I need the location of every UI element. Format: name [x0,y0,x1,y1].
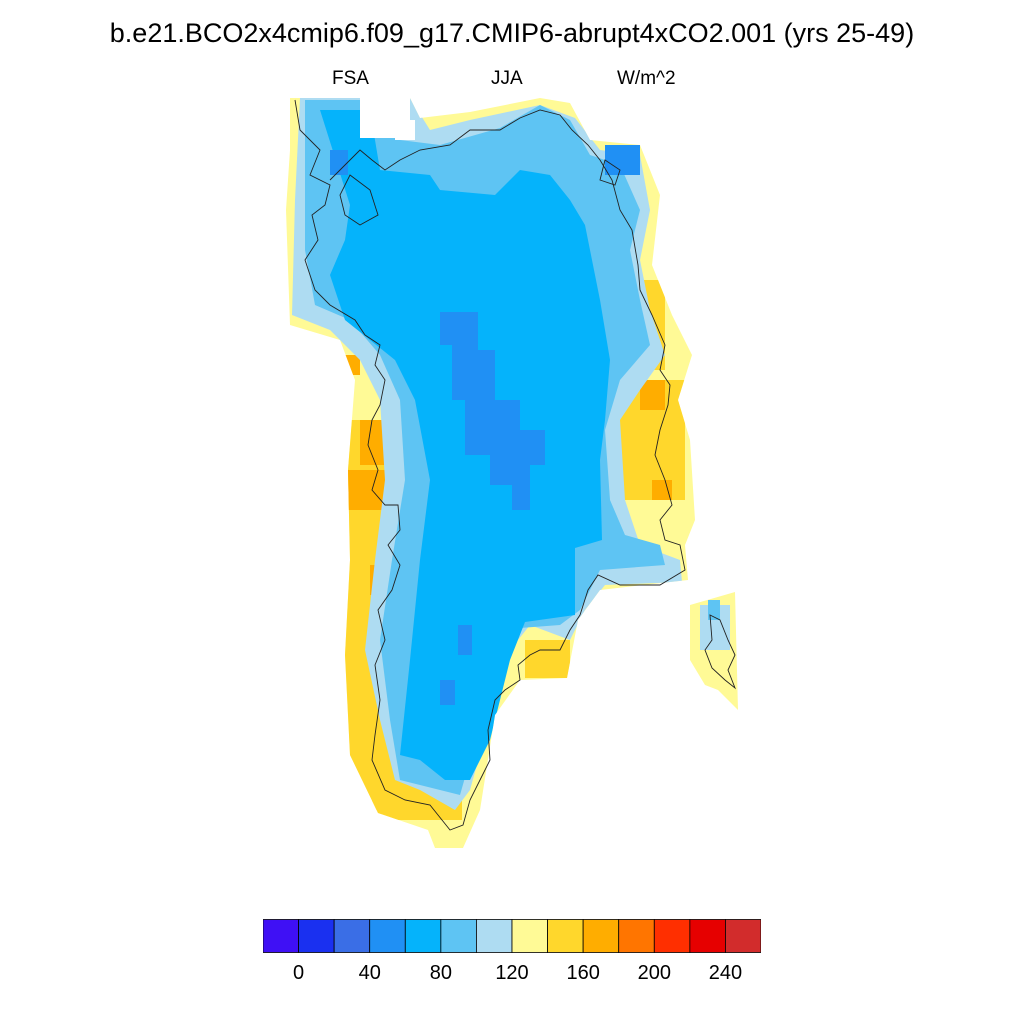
variable-label: FSA [332,68,369,89]
colorbar-swatch [653,919,691,953]
colorbar-swatch [511,919,548,953]
colorbar-tick-label: 0 [293,962,305,984]
colorbar-swatch [333,919,371,953]
colorbar-tick-label: 160 [566,962,600,984]
colorbar [263,919,761,953]
colorbar-swatch [582,919,620,953]
class-3-ridge [330,145,640,705]
east-island-field [690,592,738,710]
colorbar-swatch [618,919,655,953]
colorbar-tick-label: 200 [637,962,671,984]
colorbar-swatch [369,919,406,953]
colorbar-swatch [440,919,477,953]
season-label: JJA [491,68,523,89]
colorbar-tick-label: 80 [429,962,452,984]
colorbar-tick-label: 120 [495,962,529,984]
sea-gaps [360,98,415,140]
colorbar-tick-label: 40 [358,962,381,984]
colorbar-tick-label: 240 [708,962,743,984]
colorbar-swatch [404,919,442,953]
colorbar-swatch [476,919,513,953]
main-field [286,98,695,848]
plot-title: b.e21.BCO2x4cmip6.f09_g17.CMIP6-abrupt4x… [109,18,915,48]
colorbar-swatch [689,919,726,953]
colorbar-swatch [298,919,335,953]
colorbar-swatch [263,919,299,953]
units-label: W/m^2 [617,68,676,89]
colorbar-swatch [725,919,761,953]
coastline [294,99,737,831]
colorbar-swatch [547,919,584,953]
